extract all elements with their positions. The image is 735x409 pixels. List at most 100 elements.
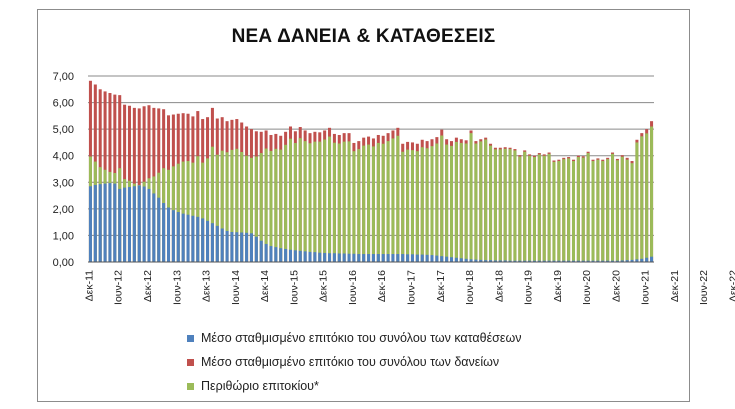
bar-margin <box>386 141 390 262</box>
bar-margin <box>288 138 293 262</box>
bar-deposits <box>542 260 546 262</box>
x-tick-label: Ιουν-19 <box>523 270 535 305</box>
bar-deposits <box>123 187 127 262</box>
x-tick-label: Ιουν-15 <box>288 270 300 305</box>
bar-margin <box>508 149 512 262</box>
bar-deposits <box>240 232 244 262</box>
bar-deposits <box>264 243 268 262</box>
x-tick-label: Δεκ-17 <box>435 270 447 302</box>
legend: Μέσο σταθμισμένο επιτόκιο του συνόλου τω… <box>187 326 521 398</box>
bar-deposits <box>474 259 478 262</box>
bar-margin <box>293 142 297 262</box>
x-tick-label: Ιουν-20 <box>581 270 593 305</box>
bar-margin <box>449 145 454 262</box>
bar-deposits <box>288 249 293 262</box>
y-tick-label: 4,00 <box>53 151 74 163</box>
y-tick-label: 3,00 <box>53 177 74 189</box>
y-tick-label: 5,00 <box>53 124 74 136</box>
bar-deposits <box>445 256 449 262</box>
legend-label-deposits: Μέσο σταθμισμένο επιτόκιο του συνόλου τω… <box>201 331 522 345</box>
bar-margin <box>342 141 346 262</box>
legend-swatch-deposits <box>187 334 194 342</box>
x-tick-label: Δεκ-16 <box>376 270 388 302</box>
bar-deposits <box>152 193 156 262</box>
bar-deposits <box>581 260 585 262</box>
bar-deposits <box>332 253 336 262</box>
bar-deposits <box>269 246 273 262</box>
bar-deposits <box>127 187 131 262</box>
bar-margin <box>264 148 268 262</box>
bar-deposits <box>142 186 146 262</box>
bar-margin <box>249 157 253 262</box>
y-tick-label: 1,00 <box>53 230 74 242</box>
bar-margin <box>220 150 224 262</box>
bar-deposits <box>591 260 595 262</box>
bar-deposits <box>352 253 356 262</box>
bar-deposits <box>235 232 239 262</box>
bar-margin <box>352 151 356 262</box>
bar-deposits <box>166 207 171 262</box>
bar-margin <box>328 136 332 262</box>
legend-swatch-margin <box>187 382 194 390</box>
bar-margin <box>401 151 405 262</box>
bar-deposits <box>171 210 175 262</box>
bar-margin <box>367 144 371 262</box>
bar-deposits <box>225 230 229 262</box>
bar-deposits <box>391 254 395 262</box>
bar-deposits <box>88 186 92 262</box>
x-tick-label: Ιουν-12 <box>113 270 125 305</box>
bar-deposits <box>328 253 332 262</box>
legend-label-margin: Περιθώριο επιτοκίου* <box>201 379 319 393</box>
bar-margin <box>640 136 644 262</box>
bar-deposits <box>601 260 605 262</box>
bar-margin <box>420 147 424 262</box>
bar-deposits <box>469 259 473 262</box>
x-tick-label: Δεκ-22 <box>728 270 735 302</box>
bar-margin <box>567 158 571 262</box>
legend-item-margin: Περιθώριο επιτοκίου* <box>187 374 521 398</box>
bar-deposits <box>630 259 634 262</box>
bar-deposits <box>508 260 512 262</box>
x-tick-label: Ιουν-21 <box>640 270 652 305</box>
bar-deposits <box>552 260 556 262</box>
x-tick-label: Δεκ-15 <box>318 270 330 302</box>
bar-margin <box>596 159 600 262</box>
bar-margin <box>415 151 419 262</box>
bar-deposits <box>191 215 195 262</box>
bar-margin <box>245 155 249 262</box>
bar-margin <box>196 156 200 262</box>
bar-deposits <box>381 254 385 262</box>
bar-deposits <box>259 240 263 262</box>
bar-deposits <box>274 247 278 262</box>
bar-margin <box>581 157 585 262</box>
bar-deposits <box>254 236 258 262</box>
bar-deposits <box>425 254 429 262</box>
bar-margin <box>362 145 366 262</box>
bar-margin <box>542 155 546 262</box>
bar-margin <box>528 155 532 262</box>
bar-margin <box>635 142 639 262</box>
bar-margin <box>523 151 527 262</box>
bar-margin <box>435 143 439 262</box>
bar-deposits <box>103 183 107 262</box>
bar-deposits <box>245 232 249 262</box>
bar-deposits <box>557 260 561 262</box>
bar-deposits <box>513 260 517 262</box>
bar-margin <box>474 143 478 262</box>
bar-margin <box>469 133 473 262</box>
bars <box>88 80 654 263</box>
bar-deposits <box>118 188 122 262</box>
bar-margin <box>332 142 336 262</box>
bar-margin <box>201 162 205 262</box>
bar-deposits <box>523 260 527 262</box>
bar-margin <box>620 156 624 262</box>
bar-deposits <box>596 260 600 262</box>
bar-deposits <box>284 248 288 262</box>
bar-deposits <box>645 257 649 262</box>
bar-deposits <box>147 188 151 262</box>
legend-item-deposits: Μέσο σταθμισμένο επιτόκιο του συνόλου τω… <box>187 326 521 350</box>
bar-margin <box>215 154 219 262</box>
x-tick-label: Ιουν-16 <box>347 270 359 305</box>
bar-deposits <box>406 254 410 262</box>
